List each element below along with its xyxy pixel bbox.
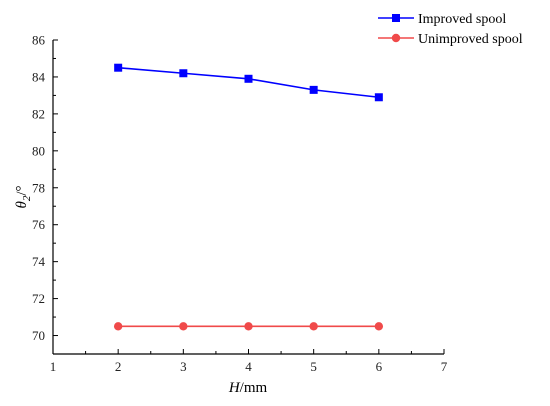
plot-area: 1 2 3 4 5 6 7 70 72 74 76 78 80 82 84 86 bbox=[32, 33, 448, 375]
series-markers bbox=[113, 63, 384, 331]
x-tick-labels: 1 2 3 4 5 6 7 bbox=[50, 359, 448, 374]
data-point-improved bbox=[309, 85, 318, 94]
data-point-unimproved bbox=[244, 322, 253, 331]
series-lines bbox=[118, 66, 379, 328]
x-tick-label: 5 bbox=[310, 359, 317, 374]
y-tick-label: 72 bbox=[32, 291, 45, 306]
x-axis-label: H/mm bbox=[228, 380, 268, 396]
y-tick-label: 74 bbox=[32, 254, 46, 269]
legend-label-improved: Improved spool bbox=[418, 12, 506, 27]
data-point-unimproved bbox=[113, 322, 123, 331]
x-tick-label: 7 bbox=[441, 359, 448, 374]
data-point-improved bbox=[114, 63, 123, 72]
y-tick-label: 84 bbox=[32, 69, 46, 84]
y-axis-label: θ2/° bbox=[14, 185, 33, 208]
x-tick-label: 3 bbox=[180, 359, 187, 374]
data-point-improved bbox=[374, 93, 383, 102]
legend-marker-unimproved bbox=[391, 33, 401, 43]
x-tick-label: 6 bbox=[376, 359, 383, 374]
data-point-improved bbox=[179, 69, 188, 78]
legend: Improved spool Unimproved spool bbox=[378, 12, 523, 47]
data-point-unimproved bbox=[374, 322, 384, 331]
data-point-unimproved bbox=[179, 322, 188, 331]
y-axis-label-var: θ bbox=[14, 201, 30, 209]
y-tick-label: 78 bbox=[32, 180, 45, 195]
legend-marker-improved bbox=[392, 14, 400, 22]
x-axis-label-unit: /mm bbox=[240, 380, 268, 396]
y-tick-label: 70 bbox=[32, 328, 45, 343]
y-tick-label: 86 bbox=[32, 33, 46, 48]
y-tick-label: 80 bbox=[32, 143, 45, 158]
x-tick-label: 4 bbox=[245, 359, 252, 374]
data-point-unimproved bbox=[309, 322, 318, 331]
x-tick-label: 1 bbox=[50, 359, 57, 374]
y-tick-labels: 70 72 74 76 78 80 82 84 86 bbox=[32, 33, 46, 344]
x-axis-label-var: H bbox=[228, 380, 241, 396]
x-tick-label: 2 bbox=[115, 359, 122, 374]
y-ticks bbox=[53, 39, 58, 337]
y-tick-label: 82 bbox=[32, 106, 45, 121]
y-tick-label: 76 bbox=[32, 217, 46, 232]
legend-item-improved: Improved spool bbox=[378, 12, 506, 27]
legend-label-unimproved: Unimproved spool bbox=[418, 32, 523, 47]
y-axis-label-sub: 2 bbox=[21, 195, 33, 201]
y-axis-label-unit: /° bbox=[14, 185, 30, 195]
legend-item-unimproved: Unimproved spool bbox=[378, 32, 523, 47]
x-ticks bbox=[52, 349, 445, 354]
data-point-improved bbox=[244, 74, 253, 83]
